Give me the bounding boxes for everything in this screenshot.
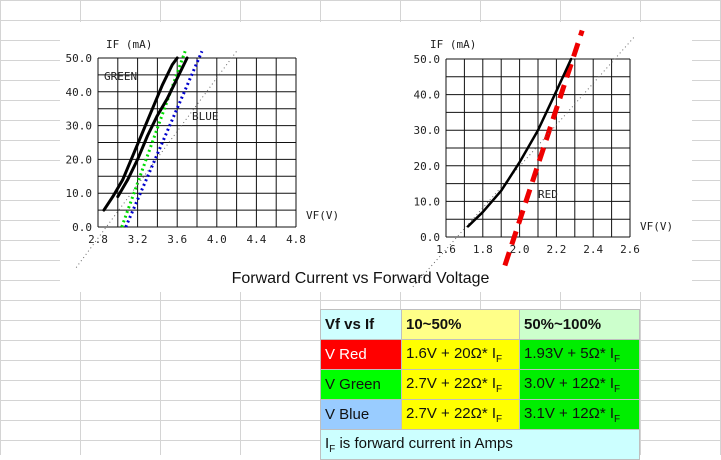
cell-green-high[interactable]: 3.0V + 12Ω* IF	[519, 369, 640, 400]
fit-line	[124, 50, 204, 228]
cell-blue-low[interactable]: 2.7V + 22Ω* IF	[401, 399, 520, 430]
x-tick-label: 2.2	[546, 243, 566, 256]
fit-line	[502, 29, 585, 267]
cell-blue-high-text: 3.1V + 12Ω* I	[524, 404, 615, 422]
y-tick-label: 0.0	[72, 221, 92, 234]
table-note-row: IF is forward current in Amps	[320, 429, 640, 460]
y-tick-label: 50.0	[414, 53, 441, 66]
y-axis-label: IF (mA)	[430, 38, 476, 51]
y-tick-label: 40.0	[414, 89, 441, 102]
x-tick-label: 1.6	[436, 243, 456, 256]
cell-blue-low-sub: F	[496, 413, 503, 425]
cell-green-low-sub: F	[496, 383, 503, 395]
cell-blue-high-sub: F	[614, 413, 621, 425]
note-text: is forward current in Amps	[335, 434, 513, 452]
header-low-range: 10~50%	[401, 309, 520, 340]
row-label-red[interactable]: V Red	[320, 339, 402, 370]
y-tick-label: 50.0	[66, 52, 93, 65]
y-tick-label: 0.0	[420, 231, 440, 244]
y-tick-label: 20.0	[66, 153, 93, 166]
cell-red-high-text: 1.93V + 5Ω* I	[524, 344, 615, 362]
y-axis-label: IF (mA)	[106, 38, 152, 51]
cell-red-low[interactable]: 1.6V + 20Ω* IF	[401, 339, 520, 370]
chart-left: 2.8 3.2 3.6 4.0 4.4 4.8 0.0 10.0 20.0 30.0 40.0 50.…	[66, 38, 339, 268]
x-tick-label: 2.8	[88, 233, 108, 246]
header-vf-if: Vf vs If	[320, 309, 402, 340]
cell-green-low-text: 2.7V + 22Ω* I	[406, 374, 497, 392]
series-line-blue	[116, 56, 189, 199]
x-tick-label: 4.0	[207, 233, 227, 246]
chart-caption: Forward Current vs Forward Voltage	[231, 270, 490, 287]
cell-red-high[interactable]: 1.93V + 5Ω* IF	[519, 339, 640, 370]
x-axis-label: VF(V)	[306, 209, 339, 222]
cell-blue-high[interactable]: 3.1V + 12Ω* IF	[519, 399, 640, 430]
cell-green-high-sub: F	[614, 383, 621, 395]
x-axis-label: VF(V)	[640, 220, 673, 233]
annotation-red: RED	[538, 188, 558, 201]
x-tick-label: 3.2	[128, 233, 148, 246]
chart-panel: 2.8 3.2 3.6 4.0 4.4 4.8 0.0 10.0 20.0 30.0 40.0 50.…	[60, 22, 692, 292]
x-tick-label: 3.6	[167, 233, 187, 246]
annotation-green: GREEN	[104, 70, 137, 83]
row-label-blue[interactable]: V Blue	[320, 399, 402, 430]
x-tick-label: 2.4	[583, 243, 603, 256]
note-prefix: I	[325, 434, 330, 452]
row-label-green[interactable]: V Green	[320, 369, 402, 400]
cell-blue-low-text: 2.7V + 22Ω* I	[406, 404, 497, 422]
cell-red-low-text: 1.6V + 20Ω* I	[406, 344, 497, 362]
x-tick-label: 2.6	[620, 243, 640, 256]
chart-right: 1.6 1.8 2.0 2.2 2.4 2.6 0.0 10.0 20.0 30.0 40.0 50.…	[412, 29, 673, 288]
x-tick-label: 4.8	[286, 233, 306, 246]
x-tick-label: 2.0	[510, 243, 530, 256]
annotation-blue: BLUE	[192, 110, 219, 123]
table-row-red: V Red 1.6V + 20Ω* IF 1.93V + 5Ω* IF	[320, 339, 640, 370]
cell-green-high-text: 3.0V + 12Ω* I	[524, 374, 615, 392]
table-header-row: Vf vs If 10~50% 50%~100%	[320, 309, 640, 340]
series-line-green	[102, 56, 179, 212]
fit-line	[75, 50, 238, 268]
x-tick-label: 4.4	[246, 233, 266, 246]
header-high-range: 50%~100%	[519, 309, 640, 340]
x-tick-label: 1.8	[473, 243, 493, 256]
note-sub: F	[329, 443, 336, 455]
y-tick-label: 10.0	[414, 195, 441, 208]
cell-green-low[interactable]: 2.7V + 22Ω* IF	[401, 369, 520, 400]
y-tick-label: 20.0	[414, 160, 441, 173]
table-row-blue: V Blue 2.7V + 22Ω* IF 3.1V + 12Ω* IF	[320, 399, 640, 430]
equation-table: Vf vs If 10~50% 50%~100% V Red 1.6V + 20…	[320, 309, 640, 460]
y-tick-label: 30.0	[414, 124, 441, 137]
note-cell[interactable]: IF is forward current in Amps	[320, 429, 640, 460]
series-line-red	[466, 57, 573, 228]
iv-charts: 2.8 3.2 3.6 4.0 4.4 4.8 0.0 10.0 20.0 30.0 40.0 50.…	[66, 29, 673, 288]
cell-red-low-sub: F	[496, 353, 503, 365]
y-tick-label: 40.0	[66, 86, 93, 99]
y-tick-label: 10.0	[66, 187, 93, 200]
cell-red-high-sub: F	[614, 353, 621, 365]
table-row-green: V Green 2.7V + 22Ω* IF 3.0V + 12Ω* IF	[320, 369, 640, 400]
y-tick-label: 30.0	[66, 120, 93, 133]
